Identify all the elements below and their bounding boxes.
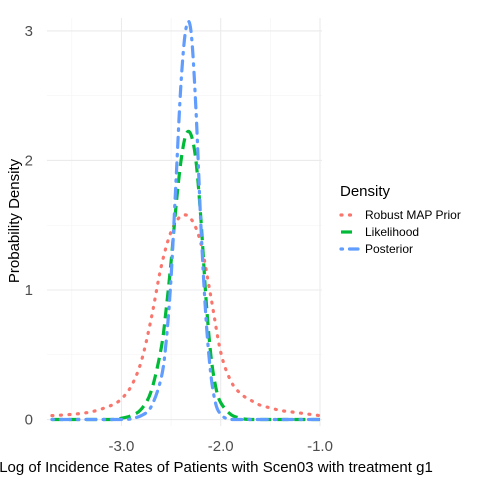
- series-lines: [50, 19, 322, 422]
- grid: [47, 18, 322, 426]
- legend-item-likelihood: Likelihood: [341, 225, 419, 239]
- x-tick-label: -3.0: [109, 438, 135, 455]
- y-tick-label: 3: [25, 23, 33, 40]
- legend-item-robust-map-prior: Robust MAP Prior: [339, 208, 461, 222]
- legend-label: Robust MAP Prior: [365, 208, 461, 222]
- y-tick-label: 0: [25, 412, 33, 429]
- x-axis-title: Log of Incidence Rates of Patients with …: [0, 459, 433, 476]
- legend-label: Posterior: [365, 242, 413, 256]
- series-line-likelihood: [51, 129, 321, 422]
- legend-item-posterior: Posterior: [339, 242, 413, 256]
- x-tick-label: -2.0: [208, 438, 234, 455]
- x-tick-label: -1.0: [307, 438, 333, 455]
- series-line-robust-map-prior: [50, 213, 322, 418]
- y-tick-label: 1: [25, 282, 33, 299]
- y-axis-title: Probability Density: [6, 158, 23, 283]
- tick-labels: -3.0 -2.0 -1.0 0 1 2 3: [25, 23, 333, 455]
- legend-items: Robust MAP Prior Likelihood Posterior: [339, 208, 461, 256]
- series-line-posterior: [50, 19, 322, 422]
- y-tick-label: 2: [25, 152, 33, 169]
- legend-label: Likelihood: [365, 225, 419, 239]
- legend-title: Density: [340, 183, 391, 200]
- legend: Density Robust MAP Prior Likelihood Poster…: [339, 183, 461, 256]
